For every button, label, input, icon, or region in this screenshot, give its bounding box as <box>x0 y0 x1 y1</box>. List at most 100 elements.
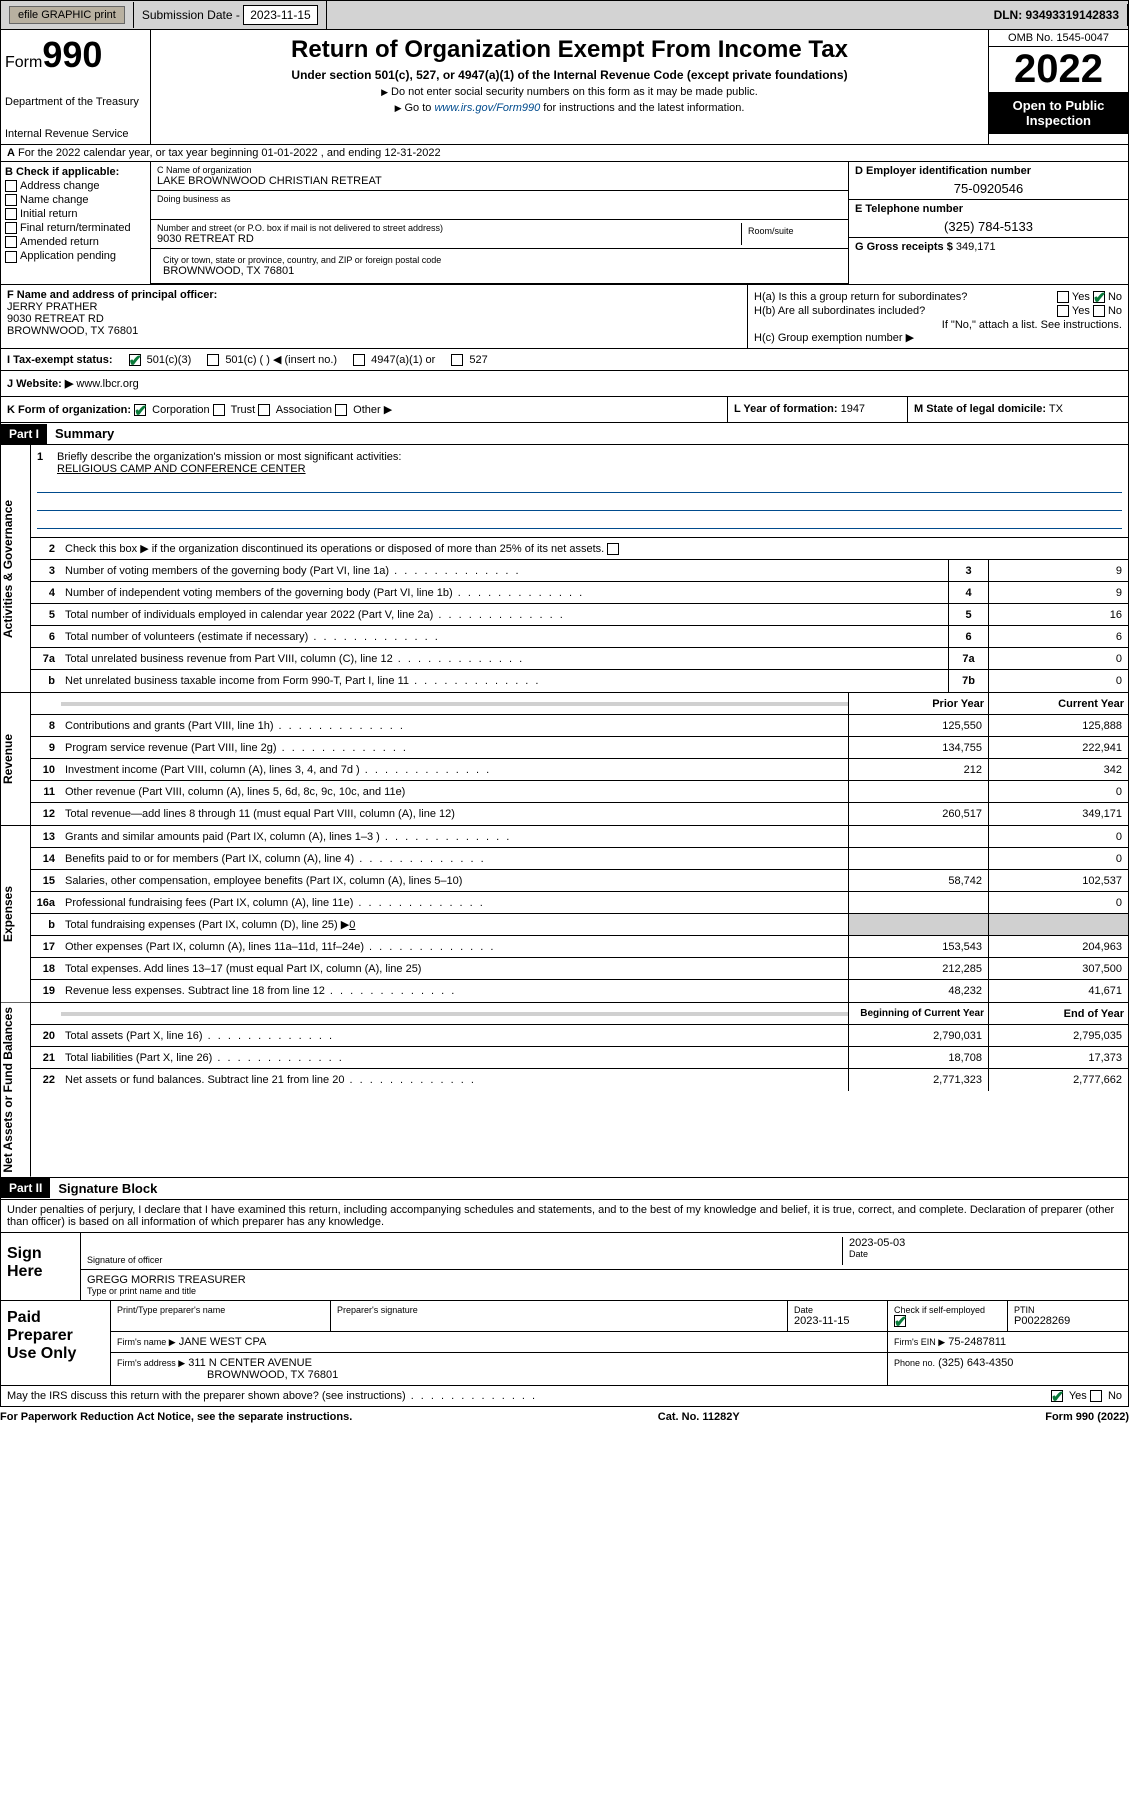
p13 <box>848 826 988 847</box>
chk-application-pending[interactable]: Application pending <box>5 250 146 262</box>
line-12: Total revenue—add lines 8 through 11 (mu… <box>61 806 848 822</box>
efile-print-button[interactable]: efile GRAPHIC print <box>9 6 125 24</box>
perjury-note: Under penalties of perjury, I declare th… <box>1 1200 1128 1232</box>
chk-association[interactable] <box>258 404 270 416</box>
gross-value: 349,171 <box>956 241 996 253</box>
c10: 342 <box>988 759 1128 780</box>
hdr-beg: Beginning of Current Year <box>848 1003 988 1024</box>
p21: 18,708 <box>848 1047 988 1068</box>
firm-ein: 75-2487811 <box>948 1336 1006 1348</box>
hc-label: H(c) Group exemption number ▶ <box>754 331 1122 344</box>
discuss-label: May the IRS discuss this return with the… <box>7 1390 1051 1402</box>
submission-date-cell: Submission Date - 2023-11-15 <box>134 1 327 29</box>
top-bar: efile GRAPHIC print Submission Date - 20… <box>0 0 1129 30</box>
chk-address-change[interactable]: Address change <box>5 180 146 192</box>
c14: 0 <box>988 848 1128 869</box>
chk-501c[interactable] <box>207 354 219 366</box>
line-19: Revenue less expenses. Subtract line 18 … <box>61 983 848 999</box>
col-de: D Employer identification number75-09205… <box>848 162 1128 284</box>
hb-no[interactable] <box>1093 305 1105 317</box>
row-j: J Website: ▶ www.lbcr.org <box>0 371 1129 397</box>
form-number: 990 <box>42 34 102 75</box>
ptin-label: PTIN <box>1014 1305 1122 1315</box>
discuss-no[interactable] <box>1090 1390 1102 1402</box>
open-to-public: Open to Public Inspection <box>989 92 1128 134</box>
officer-label: F Name and address of principal officer: <box>7 289 741 301</box>
website-value: www.lbcr.org <box>76 378 138 390</box>
part-i-header: Part ISummary <box>0 423 1129 445</box>
line-8: Contributions and grants (Part VIII, lin… <box>61 718 848 734</box>
side-label-rev: Revenue <box>1 693 31 825</box>
ptin-value: P00228269 <box>1014 1315 1122 1327</box>
p12: 260,517 <box>848 803 988 825</box>
tax-year-range: For the 2022 calendar year, or tax year … <box>18 147 441 159</box>
p9: 134,755 <box>848 737 988 758</box>
tel-value: (325) 784-5133 <box>855 219 1122 234</box>
chk-name-change[interactable]: Name change <box>5 194 146 206</box>
col-b: B Check if applicable: Address change Na… <box>1 162 151 284</box>
col-c: C Name of organizationLAKE BROWNWOOD CHR… <box>151 162 1128 284</box>
chk-other[interactable] <box>335 404 347 416</box>
val-6: 6 <box>988 626 1128 647</box>
prep-sig-label: Preparer's signature <box>337 1305 781 1315</box>
side-label-exp: Expenses <box>1 826 31 1002</box>
chk-self-employed[interactable] <box>894 1315 906 1327</box>
org-city: BROWNWOOD, TX 76801 <box>157 265 842 280</box>
chk-amended-return[interactable]: Amended return <box>5 236 146 248</box>
net-assets-section: Net Assets or Fund Balances Beginning of… <box>0 1003 1129 1178</box>
prep-name-label: Print/Type preparer's name <box>117 1305 324 1315</box>
chk-4947[interactable] <box>353 354 365 366</box>
hdr-end: End of Year <box>988 1003 1128 1024</box>
chk-final-return[interactable]: Final return/terminated <box>5 222 146 234</box>
col-l: L Year of formation: 1947 <box>728 397 908 422</box>
sig-officer-label: Signature of officer <box>87 1255 842 1265</box>
val-3: 9 <box>988 560 1128 581</box>
hb-yes[interactable] <box>1057 305 1069 317</box>
firm-addr1: 311 N CENTER AVENUE <box>188 1357 312 1369</box>
firm-addr2: BROWNWOOD, TX 76801 <box>207 1369 338 1381</box>
col-m: M State of legal domicile: TX <box>908 397 1128 422</box>
line-11: Other revenue (Part VIII, column (A), li… <box>61 784 848 800</box>
c16a: 0 <box>988 892 1128 913</box>
discuss-yes[interactable] <box>1051 1390 1063 1402</box>
prep-date: 2023-11-15 <box>794 1315 881 1327</box>
chk-trust[interactable] <box>213 404 225 416</box>
line-7a: Total unrelated business revenue from Pa… <box>61 651 948 667</box>
line-13: Grants and similar amounts paid (Part IX… <box>61 829 848 845</box>
chk-501c3[interactable] <box>129 354 141 366</box>
p18: 212,285 <box>848 958 988 979</box>
form-title: Return of Organization Exempt From Incom… <box>157 36 982 64</box>
row-klm: K Form of organization: Corporation Trus… <box>0 397 1129 423</box>
p11 <box>848 781 988 802</box>
chk-527[interactable] <box>451 354 463 366</box>
ein-label: D Employer identification number <box>855 165 1122 177</box>
form-subtitle: Under section 501(c), 527, or 4947(a)(1)… <box>157 68 982 82</box>
efile-cell: efile GRAPHIC print <box>1 2 134 28</box>
chk-corporation[interactable] <box>134 404 146 416</box>
chk-discontinued[interactable] <box>607 543 619 555</box>
state-domicile: TX <box>1049 403 1063 415</box>
ha-yes[interactable] <box>1057 291 1069 303</box>
section-bcdeg: B Check if applicable: Address change Na… <box>0 162 1129 285</box>
p15: 58,742 <box>848 870 988 891</box>
org-name: LAKE BROWNWOOD CHRISTIAN RETREAT <box>157 175 842 187</box>
revenue-section: Revenue Prior YearCurrent Year 8Contribu… <box>0 693 1129 826</box>
c9: 222,941 <box>988 737 1128 758</box>
prep-date-label: Date <box>794 1305 881 1315</box>
c20: 2,795,035 <box>988 1025 1128 1046</box>
form-number-cell: Form990 Department of the Treasury Inter… <box>1 30 151 144</box>
instructions-link[interactable]: www.irs.gov/Form990 <box>434 102 540 114</box>
title-cell: Return of Organization Exempt From Incom… <box>151 30 988 144</box>
expenses-section: Expenses 13Grants and similar amounts pa… <box>0 826 1129 1003</box>
signature-block: Under penalties of perjury, I declare th… <box>0 1200 1129 1301</box>
chk-initial-return[interactable]: Initial return <box>5 208 146 220</box>
line-2: Check this box ▶ if the organization dis… <box>61 540 1128 557</box>
gross-label: G Gross receipts $ <box>855 241 953 253</box>
ha-no[interactable] <box>1093 291 1105 303</box>
c12: 349,171 <box>988 803 1128 825</box>
org-name-label: C Name of organization <box>157 165 842 175</box>
instructions-link-row: Go to www.irs.gov/Form990 for instructio… <box>157 102 982 114</box>
line-16a: Professional fundraising fees (Part IX, … <box>61 895 848 911</box>
form-header: Form990 Department of the Treasury Inter… <box>0 30 1129 145</box>
tax-year: 2022 <box>989 47 1128 92</box>
